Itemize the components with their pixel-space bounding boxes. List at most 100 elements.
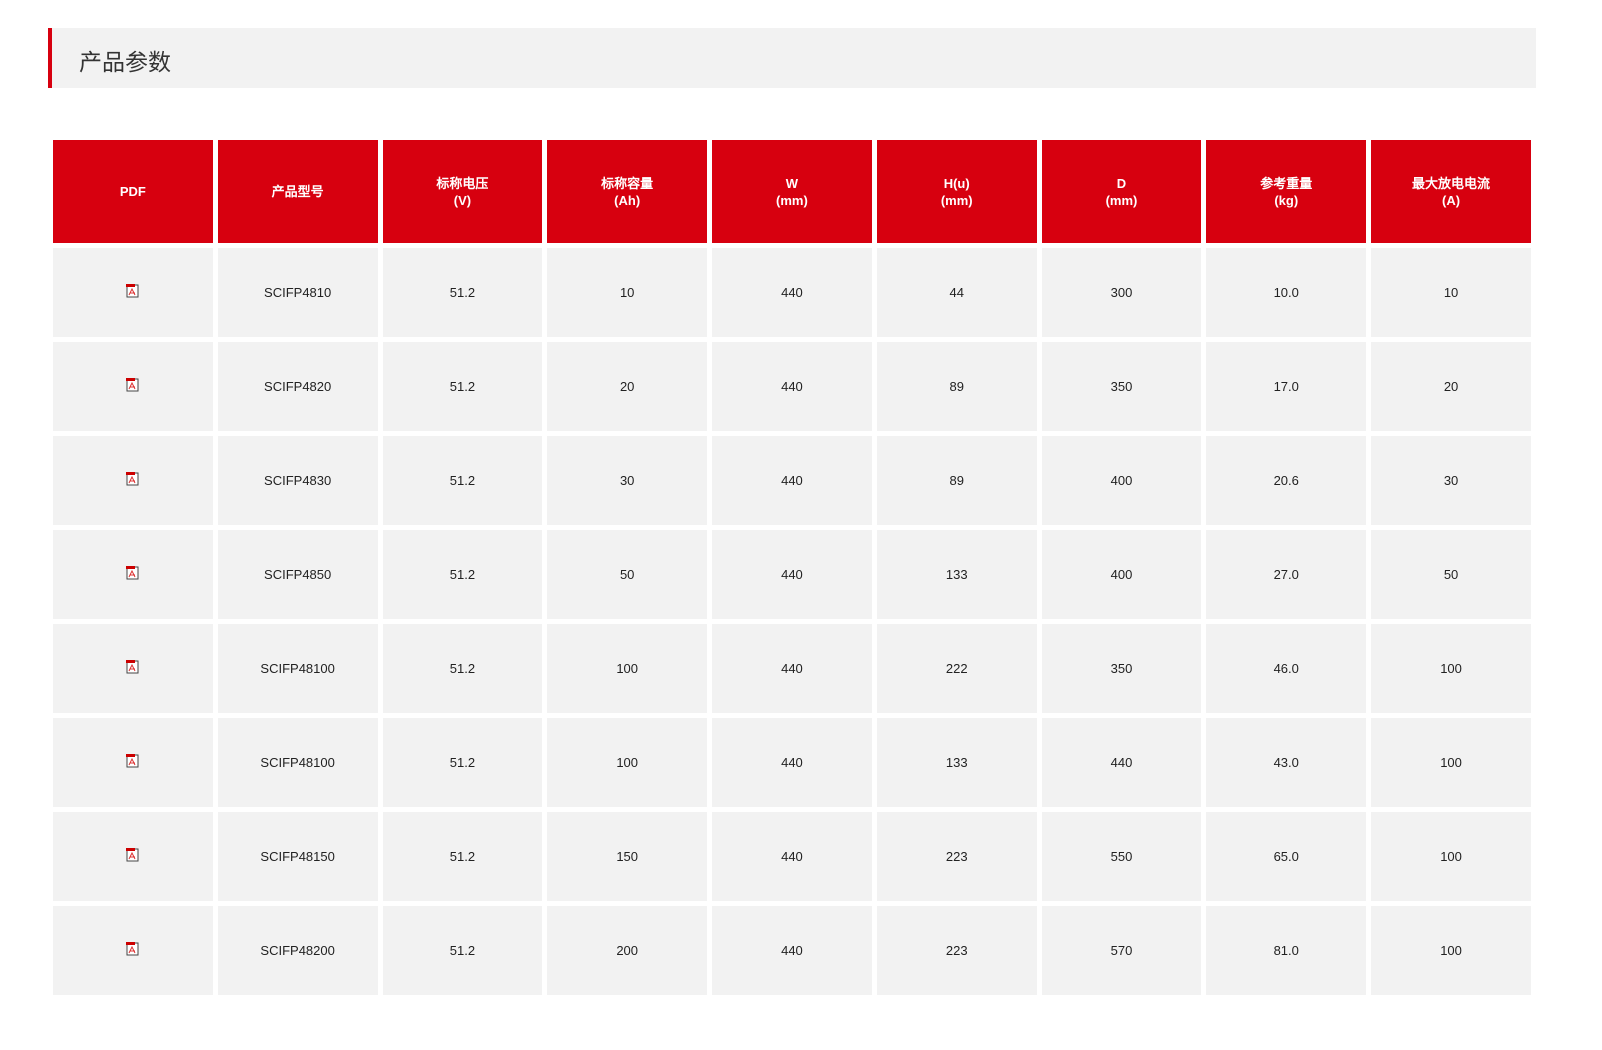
table-row: SCIFP48150 51.2 150 440 223 550 65.0 100: [53, 812, 1531, 901]
product-parameters-table: PDF 产品型号 标称电压 (V) 标称容量 (Ah) W (mm) H(u) (mm) D (mm)…: [48, 135, 1536, 1000]
section-title: 产品参数: [79, 49, 171, 75]
cell-weight: 43.0: [1206, 718, 1367, 807]
cell-voltage: 51.2: [382, 906, 543, 995]
column-header-label: H(u): [943, 175, 970, 191]
cell-voltage: 51.2: [382, 718, 543, 807]
cell-model: SCIFP48100: [217, 718, 378, 807]
cell-capacity: 10: [547, 248, 708, 337]
cell-max-current: 100: [1371, 812, 1531, 901]
column-header-label: W: [785, 175, 799, 191]
cell-model: SCIFP4850: [217, 530, 378, 619]
cell-pdf: [53, 248, 213, 337]
cell-height: 89: [876, 436, 1037, 525]
cell-voltage: 51.2: [382, 248, 543, 337]
cell-height: 222: [876, 624, 1037, 713]
pdf-file-icon[interactable]: [126, 566, 139, 580]
cell-width: 440: [712, 342, 872, 431]
cell-depth: 350: [1041, 624, 1202, 713]
table-row: SCIFP4850 51.2 50 440 133 400 27.0 50: [53, 530, 1531, 619]
cell-weight: 10.0: [1206, 248, 1367, 337]
cell-height: 133: [876, 718, 1037, 807]
column-header-unit: (A): [1442, 192, 1461, 208]
cell-depth: 350: [1041, 342, 1202, 431]
cell-max-current: 30: [1371, 436, 1531, 525]
cell-max-current: 100: [1371, 718, 1531, 807]
cell-pdf: [53, 342, 213, 431]
column-header-unit: (mm): [1105, 192, 1138, 208]
table-row: SCIFP48100 51.2 100 440 133 440 43.0 100: [53, 718, 1531, 807]
pdf-file-icon[interactable]: [126, 472, 139, 486]
pdf-file-icon[interactable]: [126, 660, 139, 674]
cell-depth: 300: [1041, 248, 1202, 337]
cell-capacity: 50: [547, 530, 708, 619]
cell-max-current: 50: [1371, 530, 1531, 619]
cell-model: SCIFP4810: [217, 248, 378, 337]
cell-height: 44: [876, 248, 1037, 337]
column-header-model: 产品型号: [217, 140, 378, 243]
cell-capacity: 200: [547, 906, 708, 995]
cell-weight: 65.0: [1206, 812, 1367, 901]
column-header-weight: 参考重量 (kg): [1206, 140, 1367, 243]
pdf-file-icon[interactable]: [126, 942, 139, 956]
cell-width: 440: [712, 906, 872, 995]
cell-height: 133: [876, 530, 1037, 619]
table-row: SCIFP4820 51.2 20 440 89 350 17.0 20: [53, 342, 1531, 431]
column-header-unit: (V): [453, 192, 472, 208]
pdf-file-icon[interactable]: [126, 754, 139, 768]
cell-weight: 46.0: [1206, 624, 1367, 713]
cell-pdf: [53, 436, 213, 525]
cell-width: 440: [712, 248, 872, 337]
column-header-unit: (kg): [1274, 192, 1299, 208]
cell-voltage: 51.2: [382, 624, 543, 713]
column-header-max-current: 最大放电电流 (A): [1371, 140, 1531, 243]
cell-model: SCIFP4820: [217, 342, 378, 431]
pdf-file-icon[interactable]: [126, 284, 139, 298]
cell-model: SCIFP4830: [217, 436, 378, 525]
cell-capacity: 150: [547, 812, 708, 901]
column-header-height: H(u) (mm): [876, 140, 1037, 243]
column-header-label: 标称容量: [601, 175, 654, 191]
cell-weight: 20.6: [1206, 436, 1367, 525]
section-header: 产品参数: [48, 28, 1536, 88]
column-header-label: 标称电压: [436, 175, 489, 191]
column-header-label: PDF: [119, 184, 146, 199]
cell-pdf: [53, 812, 213, 901]
cell-depth: 550: [1041, 812, 1202, 901]
cell-capacity: 100: [547, 718, 708, 807]
cell-pdf: [53, 718, 213, 807]
cell-width: 440: [712, 718, 872, 807]
cell-pdf: [53, 906, 213, 995]
cell-capacity: 20: [547, 342, 708, 431]
cell-width: 440: [712, 530, 872, 619]
cell-depth: 400: [1041, 530, 1202, 619]
cell-pdf: [53, 624, 213, 713]
cell-max-current: 20: [1371, 342, 1531, 431]
column-header-pdf: PDF: [53, 140, 213, 243]
cell-width: 440: [712, 624, 872, 713]
cell-weight: 17.0: [1206, 342, 1367, 431]
cell-depth: 570: [1041, 906, 1202, 995]
cell-voltage: 51.2: [382, 342, 543, 431]
cell-pdf: [53, 530, 213, 619]
cell-weight: 81.0: [1206, 906, 1367, 995]
cell-height: 89: [876, 342, 1037, 431]
cell-depth: 400: [1041, 436, 1202, 525]
cell-capacity: 100: [547, 624, 708, 713]
pdf-file-icon[interactable]: [126, 378, 139, 392]
column-header-label: 最大放电电流: [1412, 175, 1491, 191]
cell-capacity: 30: [547, 436, 708, 525]
cell-model: SCIFP48100: [217, 624, 378, 713]
cell-model: SCIFP48200: [217, 906, 378, 995]
cell-max-current: 100: [1371, 624, 1531, 713]
table-header-row: PDF 产品型号 标称电压 (V) 标称容量 (Ah) W (mm) H(u) (mm) D (mm)…: [53, 140, 1531, 243]
column-header-unit: (mm): [776, 192, 808, 208]
column-header-unit: (Ah): [614, 192, 641, 208]
pdf-file-icon[interactable]: [126, 848, 139, 862]
cell-depth: 440: [1041, 718, 1202, 807]
column-header-capacity: 标称容量 (Ah): [547, 140, 708, 243]
cell-voltage: 51.2: [382, 812, 543, 901]
cell-voltage: 51.2: [382, 436, 543, 525]
cell-voltage: 51.2: [382, 530, 543, 619]
column-header-unit: (mm): [940, 192, 973, 208]
cell-max-current: 10: [1371, 248, 1531, 337]
